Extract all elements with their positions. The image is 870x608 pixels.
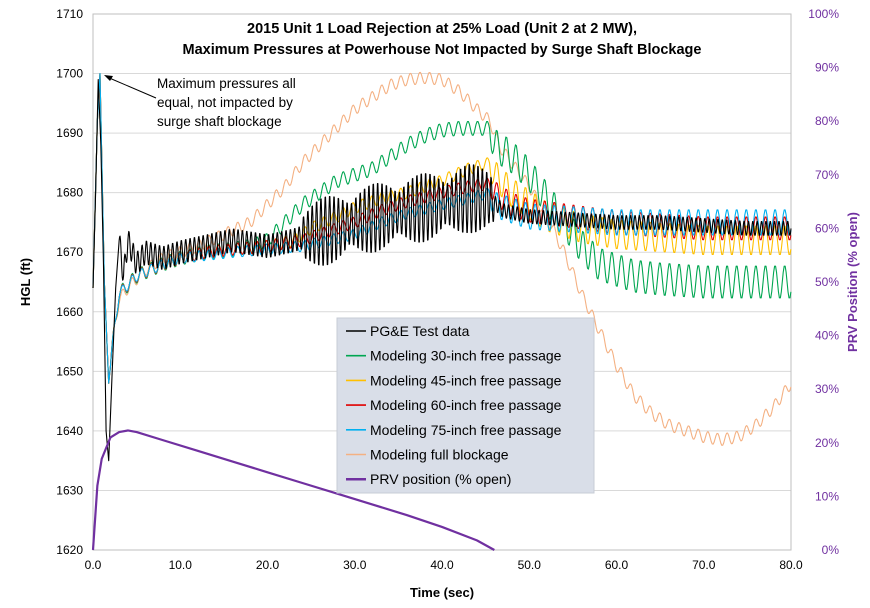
y2-tick-label: 70% (815, 168, 839, 182)
y-tick-label: 1690 (56, 126, 83, 140)
annotation-arrowhead (104, 75, 113, 81)
annotation: Maximum pressures all equal, not impacte… (104, 75, 296, 129)
y-tick-label: 1710 (56, 7, 83, 21)
y2-tick-label: 90% (815, 61, 839, 75)
x-tick-label: 10.0 (169, 558, 193, 572)
series-line-prv-position-open- (91, 429, 495, 551)
y2-tick-label: 20% (815, 436, 839, 450)
chart-title-line-1: 2015 Unit 1 Load Rejection at 25% Load (… (247, 21, 637, 37)
left-axis-ticks: 1620 1630 1640 1650 1660 1670 1680 1690 1700 1710 (56, 7, 83, 557)
legend-entry: Modeling 60-inch free passage (370, 397, 562, 413)
annotation-line-1: Maximum pressures all (157, 76, 296, 91)
y2-tick-label: 100% (808, 7, 839, 21)
y2-tick-label: 0% (822, 543, 840, 557)
y-tick-label: 1620 (56, 543, 83, 557)
legend-entry: Modeling 30-inch free passage (370, 348, 562, 364)
y2-tick-label: 60% (815, 221, 839, 235)
legend-entry: Modeling 75-inch free passage (370, 422, 562, 438)
annotation-line-2: equal, not impacted by (157, 95, 293, 110)
x-tick-label: 80.0 (779, 558, 803, 572)
series-line-pg-e-test-data (92, 78, 792, 462)
y-tick-label: 1680 (56, 186, 83, 200)
x-tick-label: 40.0 (430, 558, 454, 572)
legend-box (336, 317, 595, 494)
x-tick-label: 0.0 (85, 558, 102, 572)
y-tick-label: 1630 (56, 483, 83, 497)
x-tick-label: 60.0 (605, 558, 629, 572)
y2-tick-label: 10% (815, 489, 839, 503)
legend: PG&E Test data Modeling 30-inch free pass… (336, 317, 595, 494)
y-tick-label: 1660 (56, 305, 83, 319)
y2-tick-label: 30% (815, 382, 839, 396)
legend-entry: PG&E Test data (370, 323, 470, 339)
y2-tick-label: 50% (815, 275, 839, 289)
series-layer (91, 71, 792, 551)
chart-title-line-2: Maximum Pressures at Powerhouse Not Impa… (183, 42, 702, 58)
right-axis-ticks: 0% 10% 20% 30% 40% 50% 60% 70% 80% 90% 100% (808, 7, 839, 557)
y2-axis-title: PRV Position (% open) (845, 212, 860, 352)
x-axis-title: Time (sec) (410, 585, 474, 600)
y2-tick-label: 40% (815, 329, 839, 343)
x-tick-label: 50.0 (518, 558, 542, 572)
y-tick-label: 1650 (56, 364, 83, 378)
x-axis-ticks: 0.0 10.0 20.0 30.0 40.0 50.0 60.0 70.0 80.0 (85, 558, 803, 572)
legend-entry: Modeling 45-inch free passage (370, 372, 562, 388)
x-tick-label: 30.0 (343, 558, 367, 572)
annotation-line-3: surge shaft blockage (157, 114, 282, 129)
x-tick-label: 20.0 (256, 558, 280, 572)
legend-entry: PRV position (% open) (370, 471, 511, 487)
x-tick-label: 70.0 (692, 558, 716, 572)
legend-entry: Modeling full blockage (370, 447, 509, 463)
y-axis-title: HGL (ft) (18, 258, 33, 306)
y-tick-label: 1700 (56, 67, 83, 81)
y-tick-label: 1640 (56, 424, 83, 438)
y-tick-label: 1670 (56, 245, 83, 259)
annotation-arrow (106, 76, 157, 99)
y2-tick-label: 80% (815, 114, 839, 128)
